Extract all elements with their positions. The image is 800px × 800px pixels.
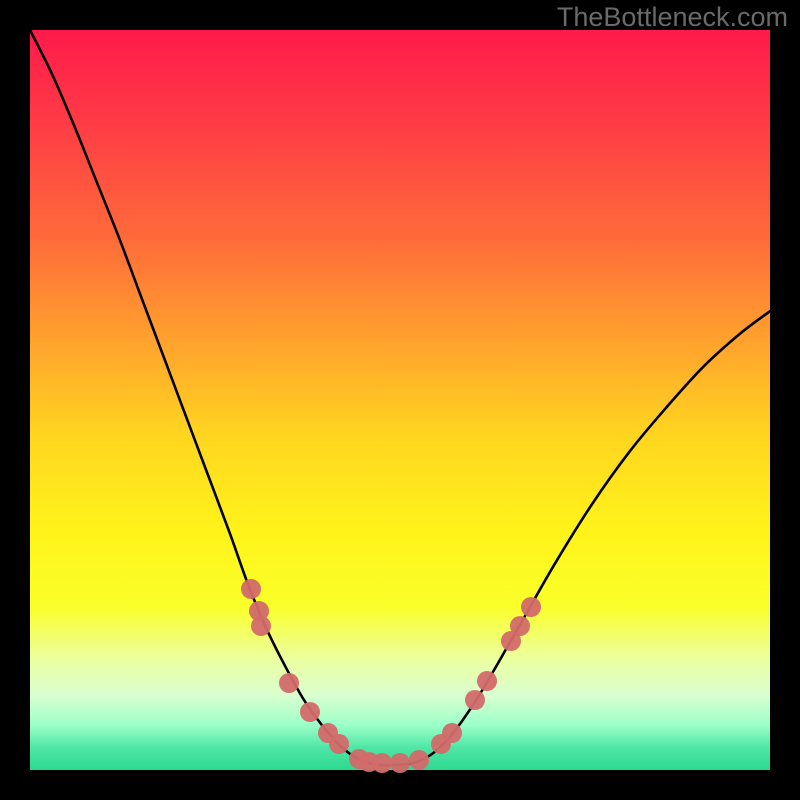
data-marker xyxy=(251,616,271,636)
data-marker xyxy=(390,753,410,773)
data-marker xyxy=(241,579,261,599)
data-marker xyxy=(279,673,299,693)
data-marker xyxy=(300,702,320,722)
data-marker xyxy=(477,671,497,691)
data-marker xyxy=(329,734,349,754)
data-marker xyxy=(465,690,485,710)
data-marker xyxy=(442,723,462,743)
watermark-text: TheBottleneck.com xyxy=(557,2,788,33)
data-marker xyxy=(510,616,530,636)
plot-area xyxy=(30,30,770,770)
bottleneck-curve xyxy=(30,30,770,765)
data-marker xyxy=(521,597,541,617)
curve-layer xyxy=(30,30,770,770)
chart-frame: TheBottleneck.com xyxy=(0,0,800,800)
data-marker xyxy=(372,753,392,773)
data-marker xyxy=(409,750,429,770)
